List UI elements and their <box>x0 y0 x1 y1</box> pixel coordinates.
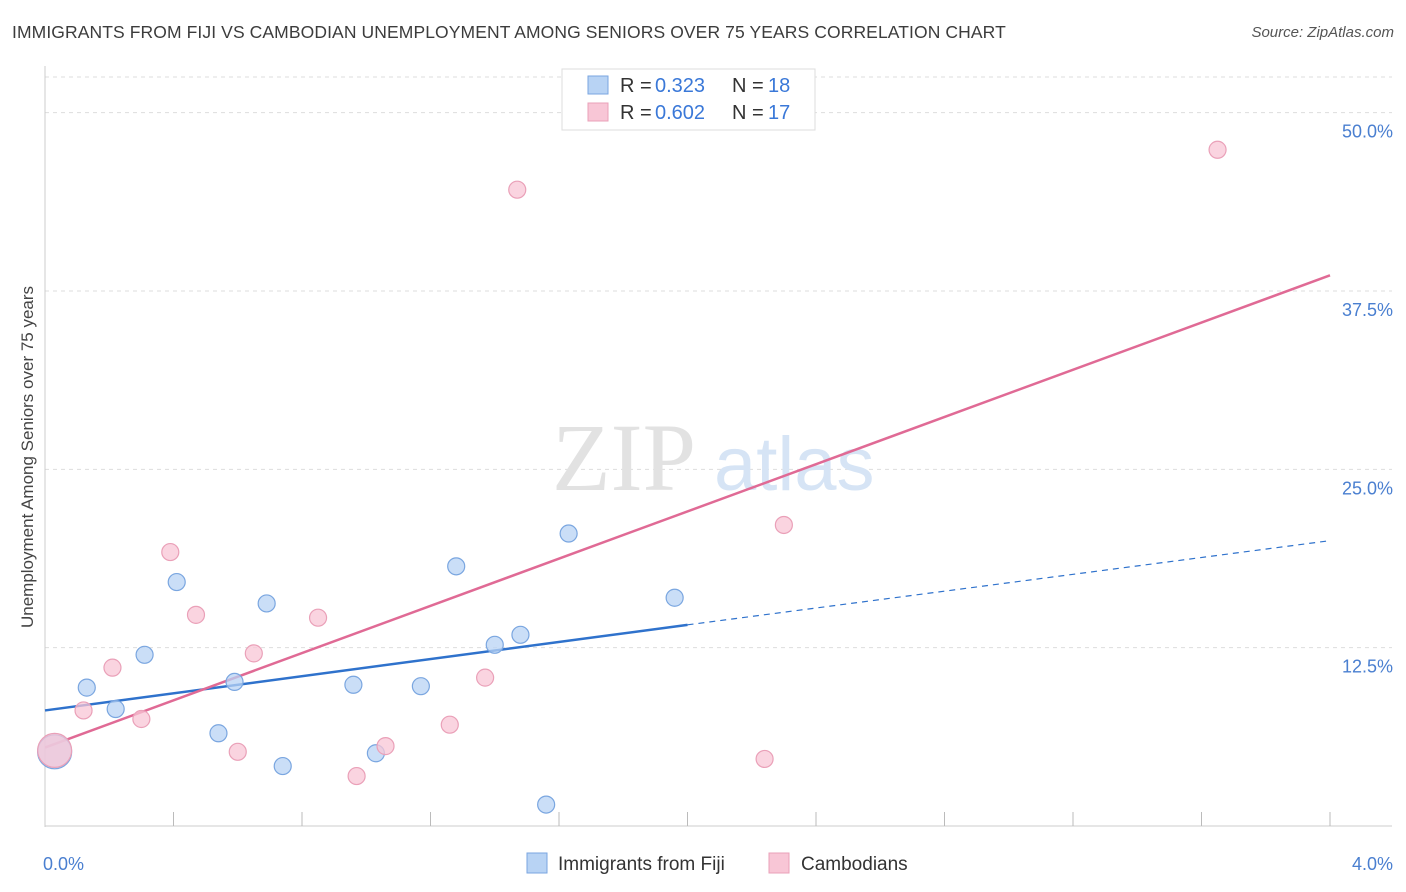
y-tick-label-0: 12.5% <box>1342 657 1393 677</box>
cambodians-point-10 <box>376 737 395 756</box>
cambodians-point-16 <box>1208 140 1227 159</box>
cambodians-point-9 <box>347 766 366 786</box>
fiji-point-17 <box>665 588 684 607</box>
fiji-point-3 <box>135 645 154 664</box>
chart-title: IMMIGRANTS FROM FIJI VS CAMBODIAN UNEMPL… <box>12 22 1006 42</box>
cambodians-point-3 <box>132 709 151 729</box>
cambodians-point-5 <box>186 605 206 624</box>
y-tick-label-3: 50.0% <box>1342 122 1393 142</box>
cambodians-point-1 <box>74 701 93 720</box>
trend-line-fiji-extension <box>687 540 1331 626</box>
legend-fiji-n-label: N = <box>732 75 764 97</box>
fiji-point-2 <box>106 699 125 719</box>
cambodians-point-8 <box>308 608 328 627</box>
fiji-point-4 <box>167 572 186 592</box>
fiji-point-16 <box>559 524 578 543</box>
cambodians-point-12 <box>476 668 495 687</box>
stats-legend: R = 0.323 N = 18 R = 0.602 N = 17 <box>561 68 816 131</box>
cambodians-point-2 <box>103 658 122 677</box>
cambodians-point-11 <box>440 715 459 734</box>
cambodians-point-0 <box>37 732 73 768</box>
legend-cam-r-label: R = <box>620 102 652 124</box>
axes <box>44 66 1392 827</box>
trend-line-fiji <box>44 623 688 712</box>
legend-fiji-n-value: 18 <box>768 75 790 97</box>
fiji-point-5 <box>209 724 228 743</box>
grid-lines <box>45 76 1392 649</box>
source-label: Source: ZipAtlas.com <box>1251 24 1394 41</box>
cambodians-point-15 <box>774 515 793 535</box>
watermark-zip: ZIP <box>552 404 696 511</box>
cambodians-point-13 <box>508 180 527 199</box>
fiji-point-11 <box>411 677 430 696</box>
fiji-point-8 <box>273 756 292 776</box>
bottom-legend-fiji: Immigrants from Fiji <box>558 854 725 875</box>
fiji-point-15 <box>537 795 556 814</box>
bottom-legend-swatch-fiji <box>526 852 548 874</box>
fiji-point-12 <box>447 557 466 576</box>
legend-cam-n-label: N = <box>732 102 764 124</box>
watermark-atlas: atlas <box>714 422 875 507</box>
legend-fiji-r-value: 0.323 <box>655 75 705 97</box>
x-tick-label-1: 4.0% <box>1352 854 1393 874</box>
x-tick-labels: 0.0% 4.0% <box>43 854 1393 874</box>
trend-lines <box>44 274 1331 749</box>
fiji-point-13 <box>485 635 504 654</box>
cambodians-point-4 <box>161 542 180 562</box>
series-cambodians-points <box>37 140 1227 786</box>
legend-cam-n-value: 17 <box>768 102 790 124</box>
y-tick-label-2: 37.5% <box>1342 300 1393 320</box>
y-tick-label-1: 25.0% <box>1342 478 1393 498</box>
fiji-point-9 <box>344 675 363 694</box>
cambodians-point-7 <box>244 644 263 663</box>
fiji-point-14 <box>511 625 530 644</box>
y-tick-labels: 12.5% 25.0% 37.5% 50.0% <box>1342 122 1393 677</box>
y-axis-title: Unemployment Among Seniors over 75 years <box>18 286 37 628</box>
series-legend: Immigrants from Fiji Cambodians <box>526 852 908 875</box>
legend-cam-r-value: 0.602 <box>655 102 705 124</box>
legend-fiji-r-label: R = <box>620 75 652 97</box>
cambodians-point-14 <box>755 749 774 769</box>
cambodians-point-6 <box>228 742 247 761</box>
legend-swatch-fiji <box>587 75 609 95</box>
legend-swatch-cambodians <box>587 102 609 122</box>
bottom-legend-swatch-cambodians <box>768 852 790 874</box>
bottom-legend-cambodians: Cambodians <box>801 854 908 875</box>
trend-line-cambodians <box>44 274 1331 749</box>
fiji-point-7 <box>257 594 276 613</box>
fiji-point-6 <box>225 672 244 692</box>
fiji-point-1 <box>77 678 96 697</box>
x-tick-label-0: 0.0% <box>43 854 84 874</box>
